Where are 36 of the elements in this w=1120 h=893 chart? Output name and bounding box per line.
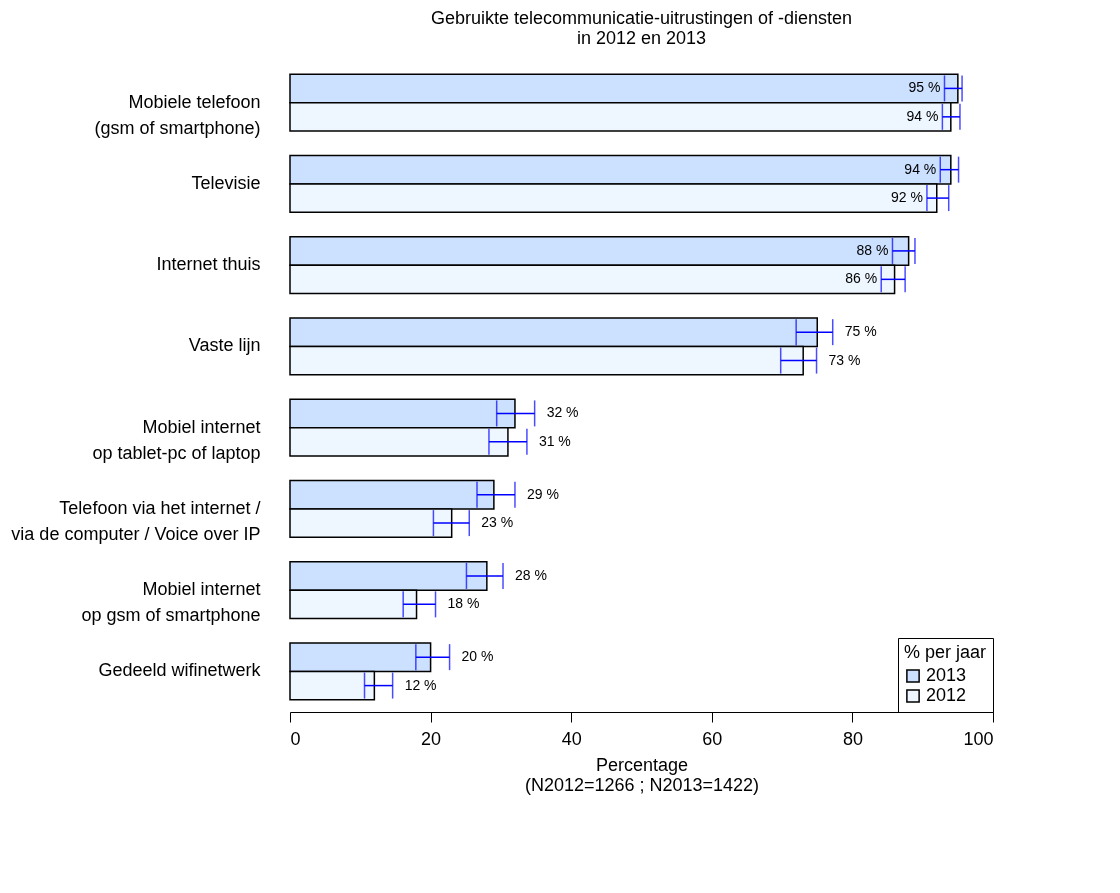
- y-tick-label: Mobiel internet op tablet-pc of laptop: [92, 416, 261, 463]
- data-label: 20 %: [461, 648, 494, 665]
- y-tick-label: Vaste lijn: [188, 335, 261, 356]
- data-label: 31 %: [538, 432, 571, 449]
- legend-label: 2012: [926, 685, 967, 705]
- data-label: 28 %: [515, 566, 547, 583]
- chart-title: Gebruikte telecommunicatie-uitrustingen of -diensten in 2012 en 2013: [430, 8, 853, 48]
- data-label: 94 %: [904, 160, 937, 177]
- x-axis-title: Percentage: [595, 754, 689, 775]
- legend-title: % per jaar: [904, 642, 987, 662]
- x-tick-label: 20: [421, 728, 442, 749]
- x-tick-label: 0: [290, 728, 301, 749]
- y-tick-label: Telefoon via het internet / via de computer / Voice over IP: [11, 497, 261, 544]
- y-tick-label: Mobiel internet op gsm of smartphone: [81, 579, 261, 626]
- y-tick-label: Mobiele telefoon (gsm of smartphone): [94, 91, 261, 138]
- x-tick-label: 60: [702, 728, 723, 749]
- text: (N2012=1266 ; N2013=1422): [524, 774, 760, 795]
- data-label: 29 %: [526, 485, 559, 502]
- data-label: 18 %: [447, 595, 480, 612]
- data-label: 75 %: [844, 323, 877, 340]
- y-tick-label: Internet thuis: [156, 254, 261, 275]
- data-label: 12 %: [404, 676, 437, 693]
- data-label: 32 %: [546, 404, 579, 421]
- x-tick-label: 40: [561, 728, 582, 749]
- legend-label: 2013: [926, 665, 967, 685]
- data-label: 88 %: [856, 241, 889, 258]
- data-label: 86 %: [845, 270, 878, 287]
- data-label: 95 %: [908, 79, 941, 96]
- data-label: 73 %: [828, 351, 861, 368]
- y-tick-label: Gedeeld wifinetwerk: [98, 660, 262, 681]
- data-label: 92 %: [891, 189, 923, 206]
- x-tick-label: 80: [842, 728, 863, 749]
- x-tick-label: 100: [963, 728, 994, 749]
- data-label: 23 %: [481, 514, 514, 531]
- y-tick-label: Televisie: [191, 172, 261, 193]
- data-label: 94 %: [906, 107, 939, 124]
